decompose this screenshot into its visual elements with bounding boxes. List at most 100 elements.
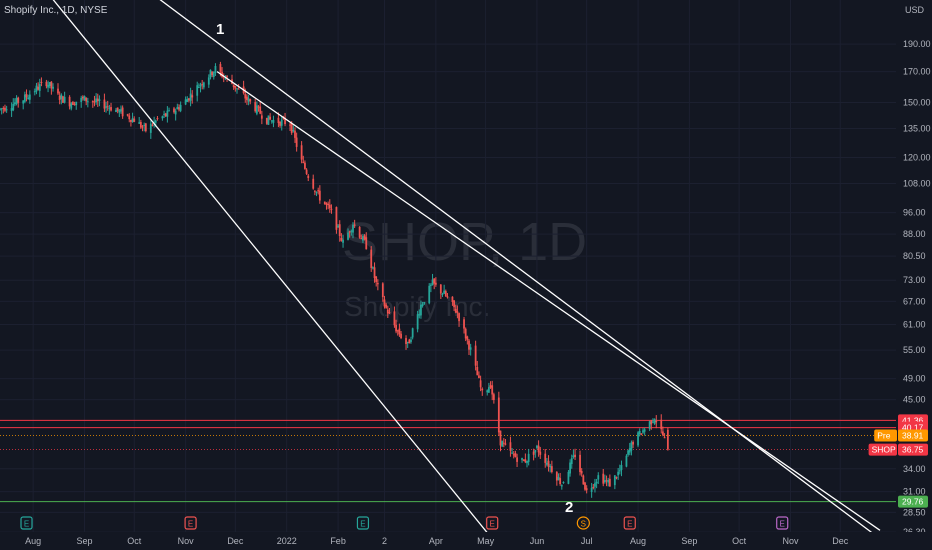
candle-body	[2, 107, 5, 109]
candle-body	[608, 478, 611, 487]
candle-body	[393, 311, 396, 326]
candle-body	[643, 429, 646, 432]
candle-body	[549, 466, 552, 468]
candle-body	[338, 224, 341, 236]
earnings-event-icon[interactable]: E	[20, 516, 33, 530]
candle-body	[607, 480, 610, 483]
candle-body	[509, 442, 512, 451]
event-marker-shape	[623, 516, 636, 530]
event-marker-shape	[486, 516, 499, 530]
price-tag-prefix: SHOP	[872, 445, 896, 455]
candle-body	[625, 455, 628, 467]
candle-body	[128, 115, 131, 120]
candle-body	[249, 99, 252, 102]
candle-body	[522, 459, 525, 461]
candle-body	[532, 451, 535, 455]
candle-body	[451, 296, 454, 302]
candle-body	[14, 102, 16, 105]
price-tick-label: 108.00	[903, 179, 931, 189]
candle-body	[318, 190, 321, 201]
price-tick-label: 73.00	[903, 275, 926, 285]
candle-body	[110, 107, 112, 111]
earnings-event-icon[interactable]: E	[486, 516, 499, 530]
earnings-event-icon[interactable]: E	[184, 516, 197, 530]
time-tick-label: Aug	[630, 536, 646, 546]
trendline[interactable]	[0, 0, 514, 550]
candle-body	[408, 339, 411, 344]
candle-body	[176, 107, 179, 110]
candle-body	[431, 279, 434, 285]
candle-body	[96, 98, 99, 102]
candle-body	[544, 453, 547, 463]
price-tick-label: 34.00	[903, 464, 926, 474]
candle-body	[141, 126, 144, 128]
candle-body	[212, 71, 215, 78]
candle-body	[70, 103, 73, 109]
candle-body	[279, 121, 281, 126]
candle-body	[406, 341, 409, 343]
price-tick-label: 88.00	[903, 229, 926, 239]
earnings-event-icon[interactable]: E	[356, 516, 370, 530]
candle-body	[572, 455, 575, 458]
time-tick-label: Oct	[127, 536, 142, 546]
currency-label: USD	[905, 5, 925, 15]
candle-body	[396, 330, 399, 332]
candle-body	[335, 207, 338, 230]
candle-body	[557, 476, 560, 481]
candle-body	[178, 107, 180, 110]
time-axis[interactable]: Aug Sep Oct Nov Dec 2022 Feb 2 Apr May Jun Jul Aug Se…	[25, 536, 849, 546]
price-tag-value: 36.75	[902, 445, 924, 455]
price-tag: 36.75 SHOP	[868, 443, 928, 456]
candle-body	[567, 471, 570, 484]
candle-body	[383, 299, 386, 307]
price-tick-label: 170.00	[903, 67, 931, 77]
trendline[interactable]	[216, 71, 881, 531]
candle-body	[224, 77, 227, 79]
earnings-event-icon[interactable]: E	[776, 516, 789, 530]
candle-body	[120, 109, 122, 112]
candle-body	[209, 69, 212, 78]
candle-body	[93, 101, 96, 103]
candle-body	[58, 95, 61, 100]
candle-body	[468, 340, 470, 350]
time-tick-label: Oct	[732, 536, 747, 546]
candle-body	[72, 101, 74, 105]
candle-body	[37, 86, 40, 90]
candle-body	[156, 118, 159, 120]
time-tick-label: Nov	[178, 536, 195, 546]
price-tick-label: 45.00	[903, 395, 926, 405]
candle-body	[232, 84, 235, 88]
candle-body	[73, 104, 76, 106]
candle-body	[418, 314, 421, 316]
candle-body	[23, 94, 26, 102]
candle-body	[652, 421, 654, 423]
price-tag-prefix: Pre	[877, 431, 891, 441]
grid-lines	[0, 0, 896, 533]
candle-body	[648, 421, 651, 429]
candle-body	[630, 442, 633, 451]
candle-body	[411, 328, 414, 338]
candle-body	[139, 122, 142, 128]
earnings-event-icon[interactable]: E	[623, 516, 636, 530]
chart-title: Shopify Inc., 1D, NYSE	[4, 5, 108, 16]
candle-body	[5, 109, 8, 111]
candle-body	[199, 84, 202, 87]
candle-body	[259, 106, 262, 114]
candle-body	[405, 338, 407, 344]
candle-body	[337, 225, 339, 228]
time-tick-label: Jul	[581, 536, 593, 546]
trendlines[interactable]	[0, 0, 881, 550]
candle-body	[373, 267, 376, 279]
candle-body	[613, 475, 616, 486]
split-event-icon[interactable]: S	[576, 516, 590, 530]
candle-body	[423, 302, 426, 304]
candle-body	[501, 441, 504, 447]
candle-body	[161, 116, 164, 119]
candle-body	[458, 313, 460, 322]
candle-body	[130, 119, 132, 122]
candle-body	[400, 333, 402, 339]
candle-body	[446, 296, 449, 298]
candle-body	[487, 387, 490, 393]
